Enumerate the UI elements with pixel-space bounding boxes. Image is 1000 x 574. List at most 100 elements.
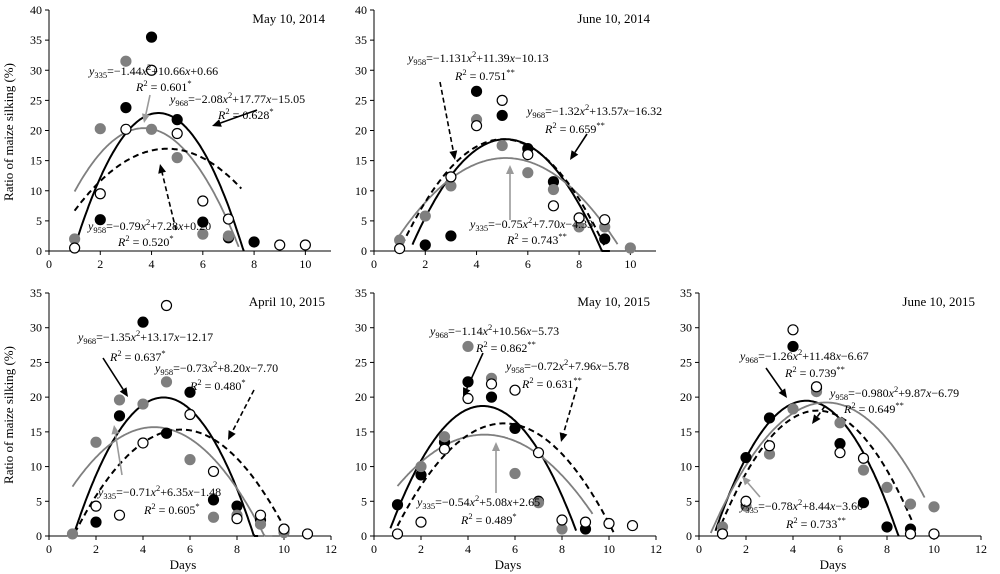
eq-part: 2 — [233, 361, 239, 375]
eq-part: 3 — [455, 51, 461, 65]
r2-label: R2 = 0.751** — [454, 67, 515, 83]
eq-part: = — [106, 219, 113, 233]
arrow-335 — [742, 476, 761, 498]
r2-label: R2 = 0.628* — [217, 106, 274, 122]
eq-part: 2 — [475, 493, 479, 503]
eq-part: − — [931, 386, 938, 400]
eq-part: . — [126, 219, 129, 233]
eq-part: 7 — [139, 485, 145, 499]
eq-part: ** — [573, 375, 582, 385]
eq-part: 8 — [623, 359, 629, 373]
eq-part: x — [141, 64, 148, 78]
eq-part: 9 — [871, 386, 877, 400]
eq-part: − — [179, 330, 186, 344]
series-958-point — [810, 381, 823, 393]
series-335-point — [419, 210, 431, 222]
eq-part: 2 — [529, 375, 533, 385]
eq-part: x — [187, 485, 194, 499]
eq-part: y — [87, 219, 94, 233]
eq-part: = — [205, 379, 212, 393]
eq-part: 2 — [472, 49, 476, 59]
series-958-point — [137, 437, 149, 449]
arrow-968-shaft — [574, 133, 588, 153]
eq-part: − — [195, 92, 202, 106]
y-tick-label: 35 — [30, 286, 42, 300]
y-tick-label: 10 — [355, 184, 367, 198]
series-335-point — [496, 139, 508, 152]
eq-part: ** — [596, 120, 605, 130]
y-tick-label: 30 — [680, 321, 692, 335]
equation-label: y335=−0.54x2+5.08x+2.65 — [416, 493, 540, 511]
eq-part: + — [802, 349, 809, 363]
series-958-point — [160, 299, 173, 312]
eq-part: 8 — [224, 361, 230, 375]
eq-part: 5 — [517, 217, 523, 231]
eq-part: 4 — [494, 513, 500, 527]
series-958-point — [184, 408, 196, 421]
eq-part: 0 — [235, 379, 241, 393]
series-335-point — [532, 497, 545, 509]
eq-part: 0 — [554, 217, 560, 231]
eq-part: 1 — [522, 51, 528, 65]
x-tick-label: 10 — [299, 257, 311, 271]
eq-part: x — [829, 499, 836, 513]
series-335-point — [522, 167, 534, 179]
eq-part: 5 — [486, 495, 492, 509]
eq-part: 8 — [501, 495, 507, 509]
eq-part: x — [925, 386, 932, 400]
eq-part: − — [531, 359, 538, 373]
series-335-point — [90, 436, 102, 448]
y-tick-label: 40 — [355, 3, 367, 17]
eq-part: = — [125, 350, 132, 364]
eq-part: . — [552, 377, 555, 391]
series-335-fit-curve — [71, 426, 273, 537]
eq-part: 2 — [894, 384, 898, 394]
series-335-point — [113, 394, 126, 406]
series-958-point — [928, 528, 940, 540]
eq-part: x — [595, 359, 602, 373]
eq-part: . — [778, 349, 781, 363]
eq-part: 7 — [129, 219, 135, 233]
eq-part: 9 — [830, 366, 836, 380]
eq-part: 2 — [156, 483, 160, 493]
eq-part: 2 — [798, 347, 802, 357]
eq-part: 3 — [568, 104, 574, 118]
eq-part: = — [488, 217, 495, 231]
ylabel-top: Ratio of maize silking (%) — [1, 63, 16, 201]
x-tick-label: 10 — [624, 257, 636, 271]
equation-label: y958=−0.72x2+7.96x−5.78 — [505, 357, 629, 375]
eq-part: R — [544, 122, 553, 136]
eq-part: 7 — [254, 92, 260, 106]
eq-part: . — [116, 330, 119, 344]
eq-part: 2 — [143, 78, 147, 88]
y-tick-label: 0 — [361, 529, 367, 543]
series-968-fit-curve — [73, 112, 245, 252]
eq-part: 6 — [848, 349, 854, 363]
eq-part: 7 — [511, 217, 517, 231]
eq-part: 0 — [164, 64, 170, 78]
eq-part: − — [495, 217, 502, 231]
series-968-point — [763, 412, 776, 424]
y-tick-label: 20 — [355, 390, 367, 404]
eq-part: 2 — [798, 497, 802, 507]
eq-part: 4 — [223, 379, 229, 393]
eq-part: 968 — [83, 336, 96, 346]
eq-part: 7 — [575, 359, 581, 373]
eq-part: 7 — [863, 349, 869, 363]
series-958-point — [470, 120, 483, 132]
x-tick-label: 4 — [465, 542, 471, 556]
eq-part: 5 — [458, 495, 464, 509]
eq-part: − — [103, 330, 110, 344]
r2-label: R2 = 0.862** — [475, 339, 536, 355]
eq-part: − — [841, 349, 848, 363]
series-968-point — [120, 102, 132, 114]
r2-label: R2 = 0.659** — [544, 120, 605, 136]
series-968-point — [94, 214, 106, 226]
x-tick-label: 0 — [46, 257, 52, 271]
series-958-point — [532, 447, 545, 459]
eq-part: 0 — [538, 359, 544, 373]
equation-label: y968=−1.26x2+11.48x−6.67 — [739, 347, 869, 365]
eq-part: = — [159, 503, 166, 517]
